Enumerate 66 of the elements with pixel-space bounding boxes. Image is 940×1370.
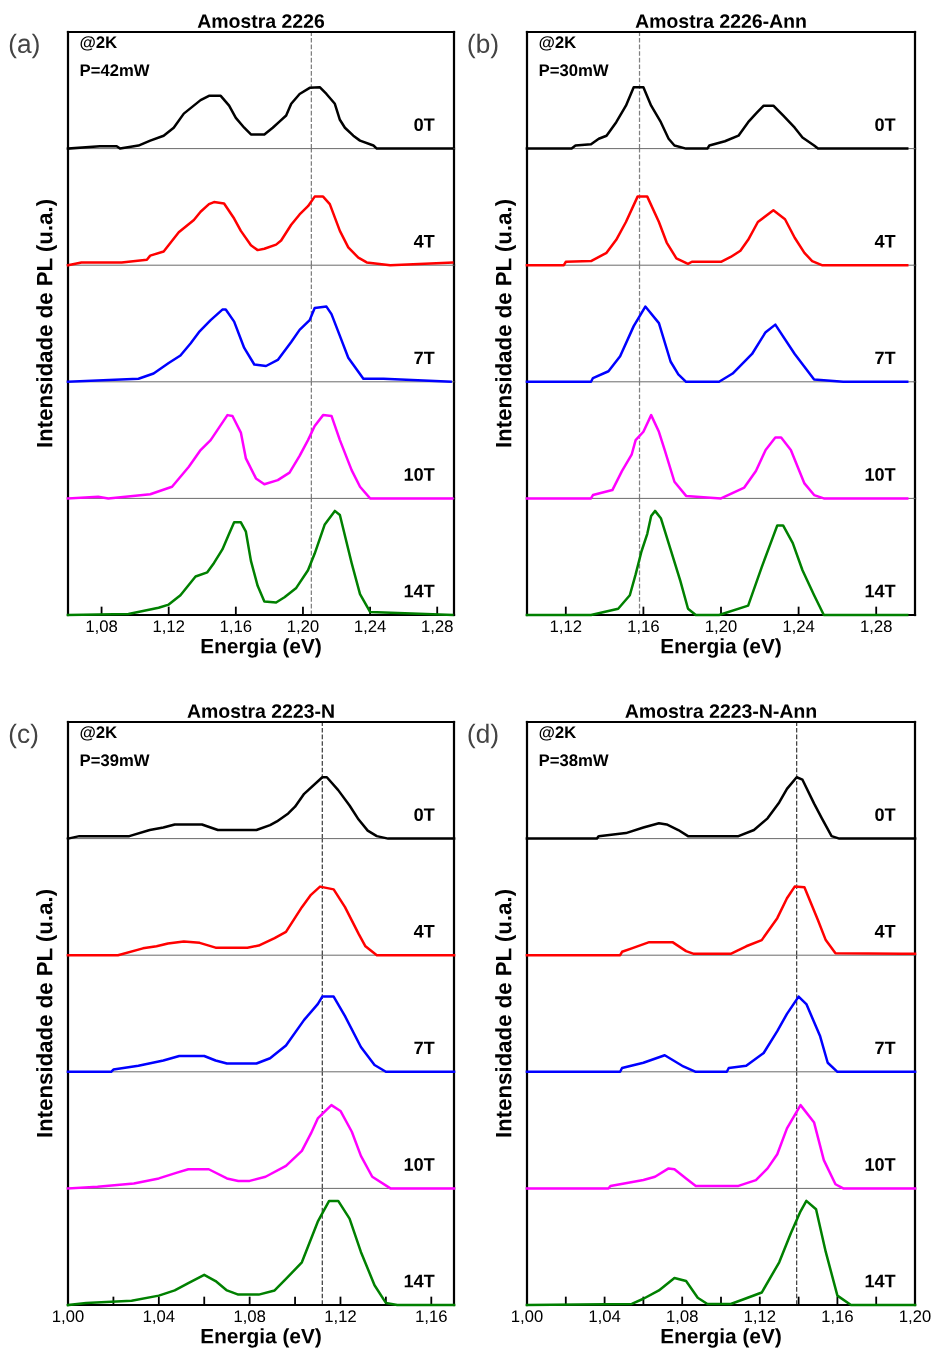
annotation: 4T	[874, 925, 896, 938]
annotation: 0T	[414, 808, 435, 822]
text: P=42mW	[80, 64, 150, 76]
annotation: 10T	[865, 1158, 896, 1171]
x-tick-label: 1,24	[355, 620, 386, 635]
text: @2K	[539, 36, 577, 51]
x-tick-label: 1,24	[783, 620, 815, 635]
y-axis-title: Intensidade de PL (u.a.)	[36, 200, 57, 447]
annotation: 7T	[875, 351, 896, 365]
annotation: 0T	[875, 118, 896, 132]
x-tick-label: 1,08	[86, 620, 118, 635]
annotation: 14T	[404, 584, 435, 598]
chart-title: Amostra 2226-Ann	[635, 14, 806, 29]
chart-title: Amostra 2223-N-Ann	[625, 704, 816, 719]
x-tick-label: 1,04	[589, 1310, 621, 1325]
x-tick-label: 1,20	[900, 1310, 931, 1325]
annotation: 4T	[874, 235, 896, 248]
x-axis-title: Energia (eV)	[661, 1328, 781, 1348]
x-tick-label: 1,20	[706, 620, 737, 635]
text: P=30mW	[539, 64, 609, 77]
x-tick-label: 1,00	[53, 1310, 84, 1325]
x-tick-label: 1,00	[512, 1310, 543, 1325]
x-tick-label: 1,08	[667, 1310, 698, 1325]
y-axis-title: Intensidade de PL (u.a.)	[495, 200, 516, 447]
x-tick-label: 1,16	[822, 1310, 853, 1325]
y-axis-title: Intensidade de PL (u.a.)	[495, 890, 516, 1137]
chart-title: Amostra 2223-N	[187, 704, 334, 719]
annotation: 7T	[414, 351, 435, 365]
x-tick-label: 1,08	[234, 1310, 266, 1325]
x-tick-label: 1,12	[325, 1310, 356, 1325]
annotation: 4T	[413, 235, 435, 248]
annotation: 0T	[875, 808, 896, 822]
x-tick-label: 1,28	[861, 620, 892, 635]
x-axis-title: Energia (eV)	[661, 638, 781, 658]
y-axis-title: Intensidade de PL (u.a.)	[36, 890, 57, 1137]
annotation: 10T	[404, 468, 435, 481]
x-tick-label: 1,16	[416, 1310, 447, 1325]
x-tick-label: 1,16	[220, 620, 252, 635]
text: P=38mW	[539, 754, 609, 767]
text: (b)	[468, 33, 498, 59]
x-axis-title: Energia (eV)	[201, 1328, 321, 1348]
annotation: 7T	[414, 1041, 435, 1055]
text: @2K	[80, 726, 117, 741]
x-tick-label: 1,16	[628, 620, 659, 635]
text: @2K	[539, 726, 577, 741]
annotation: 14T	[404, 1274, 435, 1288]
x-tick-label: 1,12	[550, 620, 582, 635]
text: @2K	[80, 36, 117, 51]
annotation: 7T	[875, 1041, 896, 1055]
x-tick-label: 1,20	[288, 620, 319, 635]
x-tick-label: 1,04	[143, 1310, 175, 1325]
text: P=39mW	[80, 754, 150, 767]
text: (a)	[9, 33, 39, 59]
x-tick-label: 1,12	[744, 1310, 776, 1325]
annotation: 0T	[414, 118, 435, 132]
x-tick-label: 1,12	[153, 620, 185, 635]
annotation: 10T	[404, 1158, 435, 1171]
text: (c)	[9, 723, 38, 749]
x-tick-label: 1,28	[422, 620, 453, 635]
text: (d)	[468, 723, 498, 749]
annotation: 14T	[865, 584, 896, 598]
chart-title: Amostra 2226	[197, 14, 325, 29]
x-axis-title: Energia (eV)	[201, 638, 321, 658]
annotation: 4T	[413, 925, 435, 938]
annotation: 10T	[865, 468, 896, 481]
annotation: 14T	[865, 1274, 896, 1288]
